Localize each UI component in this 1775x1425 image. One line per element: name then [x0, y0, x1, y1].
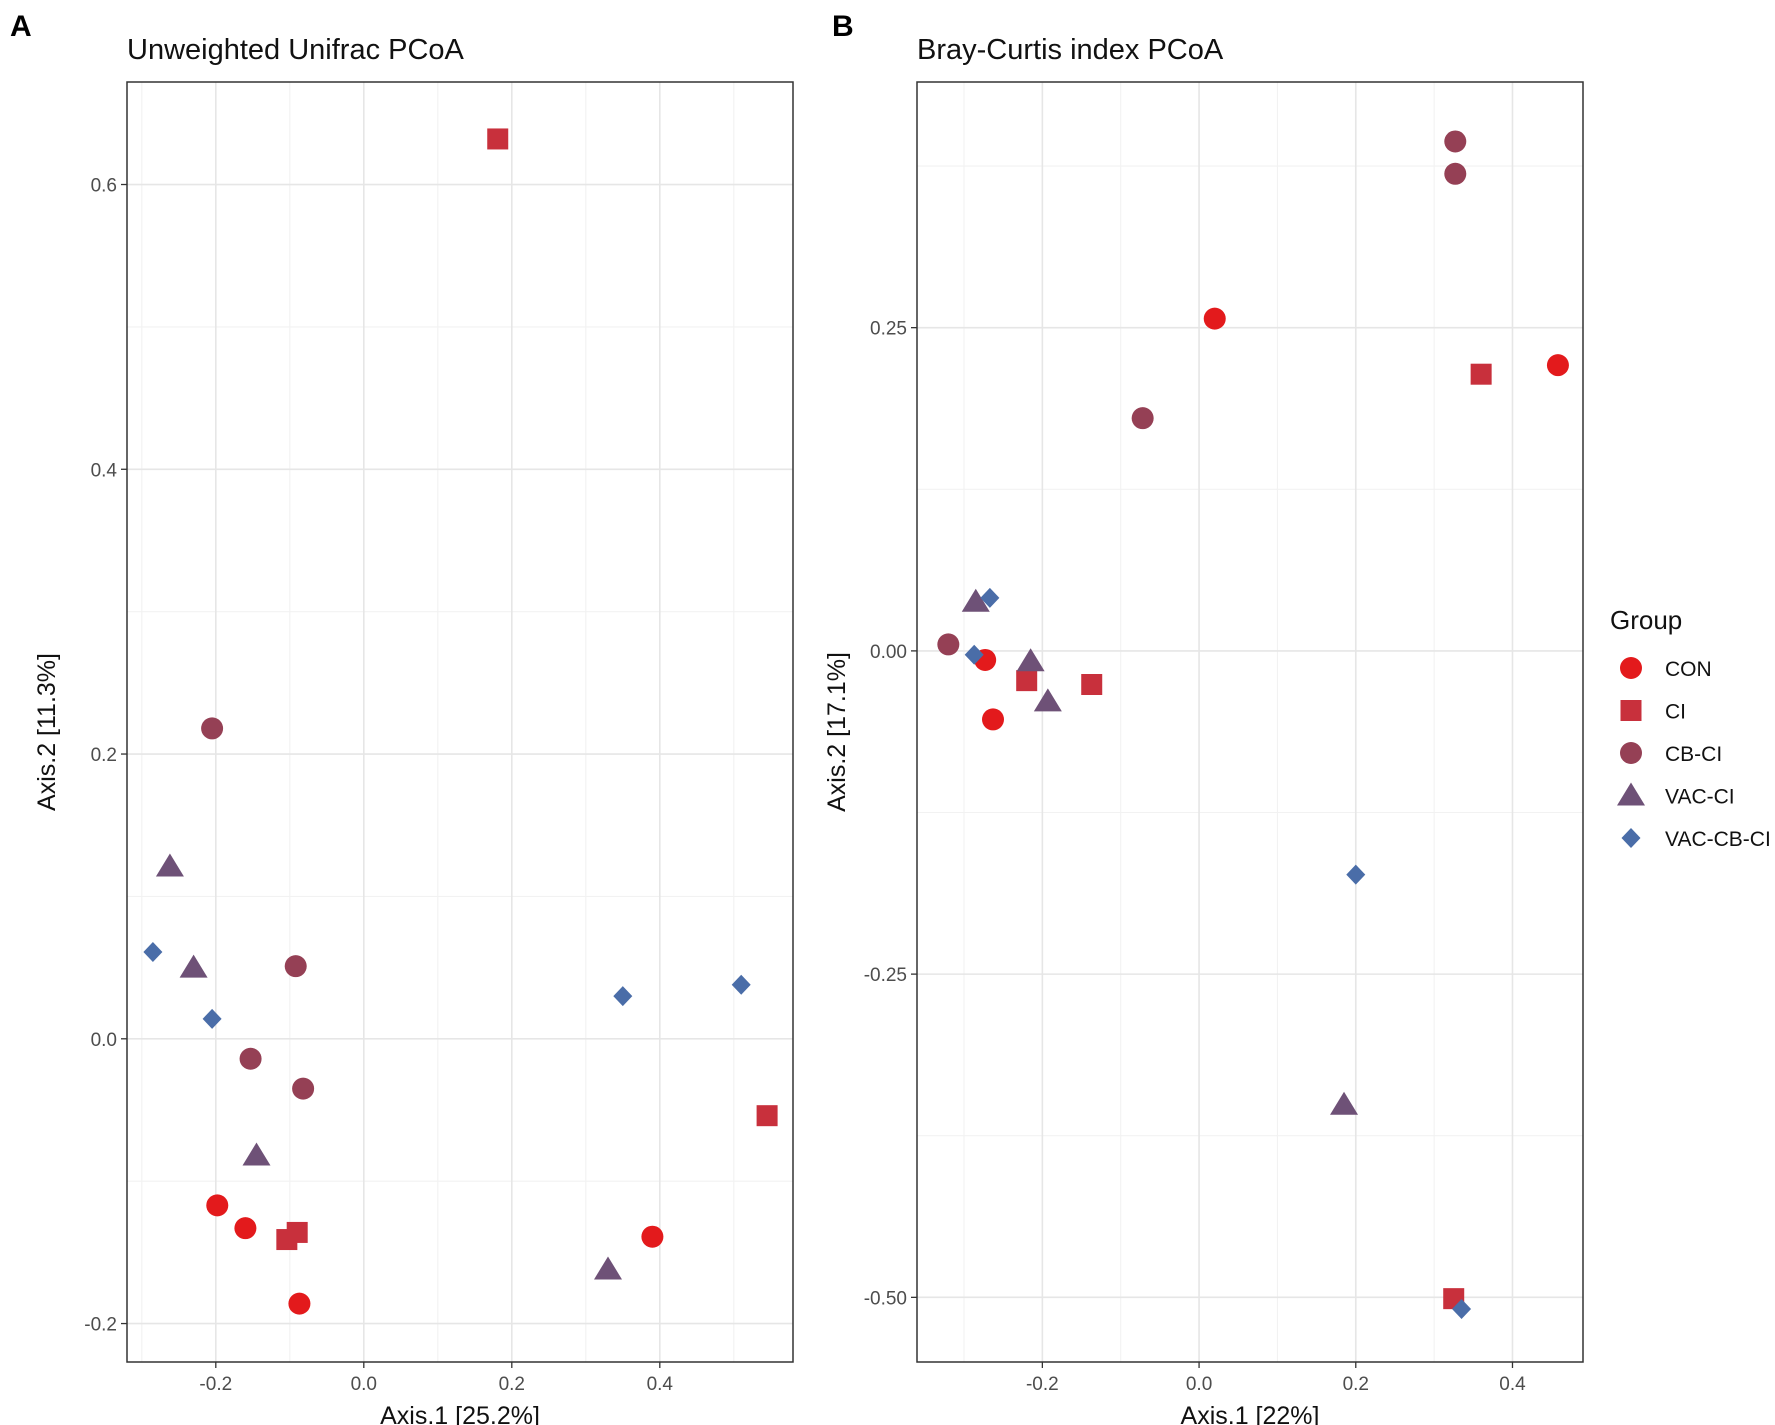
legend-label: CI — [1665, 701, 1686, 724]
legend-key-vac-ci — [1617, 782, 1645, 806]
point-vac-cb-ci — [964, 644, 984, 665]
legend-label: CB-CI — [1665, 743, 1722, 766]
grid — [127, 82, 793, 1362]
x-tick-label: 0.0 — [351, 1374, 377, 1395]
y-tick-label: -0.50 — [864, 1288, 907, 1309]
legend-key-vac-cb-ci — [1621, 828, 1641, 848]
x-axis-label: Axis.1 [22%] — [1181, 1402, 1320, 1425]
y-tick-label: 0.00 — [870, 642, 907, 663]
legend-label: VAC-CI — [1665, 786, 1735, 809]
legend-item-vac-cb-ci: VAC-CB-CI — [1621, 828, 1771, 851]
point-vac-cb-ci — [1346, 864, 1366, 885]
y-axis-label: Axis.2 [11.3%] — [33, 653, 61, 811]
point-vac-ci — [179, 954, 208, 978]
legend-label: CON — [1665, 658, 1712, 681]
point-cb-ci — [284, 955, 307, 978]
point-vac-ci — [155, 853, 184, 877]
point-vac-ci — [1033, 688, 1062, 712]
panel-label: A — [10, 10, 32, 43]
point-vac-cb-ci — [731, 974, 751, 995]
chart-title: Unweighted Unifrac PCoA — [127, 34, 465, 66]
point-cb-ci — [1444, 162, 1467, 185]
point-con — [234, 1217, 257, 1240]
grid — [917, 82, 1583, 1362]
panel-a: A Unweighted Unifrac PCoA -0.2 0.0 0.2 0.4 -0.… — [10, 10, 794, 1425]
x-axis-label: Axis.1 [25.2%] — [380, 1402, 540, 1425]
panel-label: B — [832, 10, 854, 43]
point-con — [1203, 307, 1226, 330]
point-vac-cb-ci — [1452, 1298, 1472, 1319]
point-con — [206, 1194, 229, 1217]
x-tick-label: 0.4 — [647, 1374, 674, 1395]
point-vac-ci — [594, 1256, 622, 1280]
legend-item-cb-ci: CB-CI — [1620, 742, 1722, 766]
point-cb-ci — [292, 1077, 315, 1100]
legend-title: Group — [1610, 605, 1682, 635]
point-vac-ci — [961, 588, 990, 612]
x-tick-label: 0.0 — [1186, 1374, 1212, 1395]
plot-frame — [916, 81, 1584, 1363]
legend-label: VAC-CB-CI — [1665, 828, 1771, 851]
y-tick-label: -0.25 — [864, 965, 907, 986]
panel-b: B Bray-Curtis index PCoA -0.2 0.0 0.2 0.4 -0.5… — [823, 10, 1584, 1425]
point-vac-cb-ci — [202, 1008, 222, 1029]
data-points — [937, 130, 1569, 1319]
chart-title: Bray-Curtis index PCoA — [917, 34, 1224, 66]
point-con — [288, 1292, 311, 1315]
legend-key-con — [1620, 657, 1642, 679]
point-vac-cb-ci — [980, 587, 1000, 608]
point-ci — [286, 1221, 308, 1243]
point-ci — [1470, 363, 1492, 385]
point-con — [1546, 354, 1569, 377]
point-vac-ci — [242, 1142, 271, 1166]
point-cb-ci — [239, 1047, 262, 1070]
point-ci — [1081, 674, 1103, 696]
y-tick-label: 0.6 — [91, 176, 117, 197]
data-points — [143, 128, 778, 1315]
point-ci — [487, 128, 509, 150]
point-cb-ci — [1131, 407, 1154, 430]
point-cb-ci — [201, 717, 224, 740]
point-vac-ci — [1330, 1091, 1359, 1115]
x-tick-label: 0.2 — [1343, 1374, 1369, 1395]
point-ci — [1016, 670, 1038, 692]
y-tick-label: 0.25 — [870, 319, 907, 340]
point-con — [982, 708, 1005, 731]
x-tick-label: 0.2 — [499, 1374, 525, 1395]
point-vac-cb-ci — [613, 986, 633, 1007]
point-ci — [756, 1105, 778, 1127]
legend-key-ci — [1620, 700, 1642, 721]
legend-item-ci: CI — [1620, 700, 1686, 724]
legend-item-con: CON — [1620, 657, 1712, 681]
point-cb-ci — [1444, 130, 1467, 153]
y-tick-label: 0.0 — [91, 1030, 117, 1051]
x-tick-label: -0.2 — [1026, 1374, 1059, 1395]
x-tick-label: -0.2 — [199, 1374, 232, 1395]
point-cb-ci — [937, 633, 960, 656]
point-vac-ci — [1016, 648, 1045, 672]
point-con — [641, 1225, 664, 1248]
point-vac-cb-ci — [143, 941, 163, 962]
legend-item-vac-ci: VAC-CI — [1617, 782, 1735, 809]
y-tick-label: -0.2 — [84, 1315, 117, 1336]
x-tick-label: 0.4 — [1499, 1374, 1526, 1395]
y-axis-label: Axis.2 [17.1%] — [823, 652, 851, 812]
y-tick-label: 0.2 — [91, 745, 117, 766]
legend-key-cb-ci — [1620, 742, 1642, 764]
y-tick-label: 0.4 — [91, 460, 118, 481]
plot-frame — [126, 81, 794, 1363]
legend: Group CON CI CB-CI VAC-CI VAC-CB-CI — [1610, 605, 1771, 851]
